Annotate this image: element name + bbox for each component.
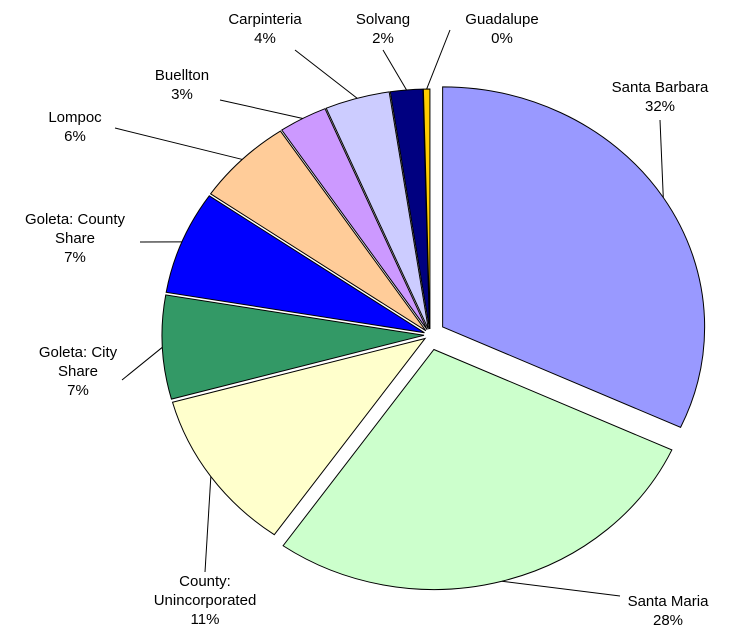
- slice-label: Goleta: City Share 7%: [33, 343, 123, 400]
- leader-line: [204, 476, 212, 573]
- slice-label: Buellton 3%: [132, 66, 232, 104]
- leader-line: [501, 580, 621, 597]
- category-label: County: Unincorporated: [153, 573, 257, 609]
- value-label: 32%: [644, 98, 676, 115]
- slice-label: Goleta: County Share 7%: [13, 210, 138, 267]
- value-label: 7%: [64, 249, 86, 266]
- value-label: 0%: [491, 30, 513, 47]
- pie-slice: [171, 337, 427, 536]
- pie-slice: [165, 195, 425, 334]
- pie-slice: [422, 88, 431, 330]
- pie-slice: [282, 348, 673, 590]
- slice-label: Santa Barbara 32%: [595, 78, 725, 116]
- value-label: 28%: [652, 612, 684, 629]
- leader-line: [659, 119, 664, 198]
- slice-label: Solvang 2%: [333, 10, 433, 48]
- pie-slice: [325, 91, 429, 330]
- leader-line: [294, 49, 358, 99]
- value-label: 3%: [171, 86, 193, 103]
- category-label: Buellton: [154, 67, 210, 84]
- category-label: Guadalupe: [465, 11, 539, 28]
- category-label: Lompoc: [48, 109, 102, 126]
- leader-line: [382, 49, 407, 91]
- leader-line: [114, 127, 243, 160]
- pie-slice: [442, 86, 706, 428]
- slice-label: County: Unincorporated 11%: [148, 572, 263, 629]
- pie-slice: [281, 108, 428, 331]
- leader-line: [219, 99, 303, 119]
- pie-slice: [161, 294, 425, 400]
- category-label: Carpinteria: [228, 11, 302, 28]
- category-label: Goleta: County Share: [24, 211, 126, 247]
- value-label: 2%: [372, 30, 394, 47]
- value-label: 4%: [254, 30, 276, 47]
- value-label: 11%: [190, 611, 220, 628]
- category-label: Santa Maria: [627, 593, 709, 610]
- category-label: Goleta: City Share: [38, 344, 118, 380]
- slice-label: Lompoc 6%: [25, 108, 125, 146]
- leader-line: [426, 29, 451, 90]
- category-label: Santa Barbara: [611, 79, 709, 96]
- leader-line: [121, 346, 163, 381]
- value-label: 7%: [67, 382, 89, 399]
- slice-label: Carpinteria 4%: [210, 10, 320, 48]
- slice-label: Guadalupe 0%: [452, 10, 552, 48]
- slice-label: Santa Maria 28%: [603, 592, 729, 630]
- category-label: Solvang: [355, 11, 411, 28]
- value-label: 6%: [64, 128, 86, 145]
